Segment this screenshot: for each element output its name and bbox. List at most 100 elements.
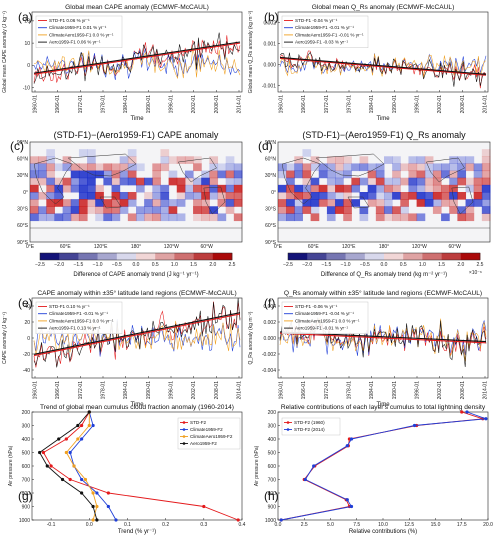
map-cell: [160, 184, 170, 193]
map-cell: [209, 170, 219, 179]
map-cell: [343, 156, 352, 164]
map-cell: [201, 213, 210, 222]
map-cell: [46, 192, 55, 200]
map-cell: [144, 177, 153, 186]
map-cell: [278, 213, 287, 222]
xtick-label: 1978-01: [101, 381, 107, 400]
ytick-label: 200: [268, 410, 277, 416]
map-cell: [38, 170, 47, 179]
map-cell: [473, 170, 483, 179]
map-cell: [168, 213, 178, 222]
panel-h-ylabel: Air pressure (hPa): [254, 445, 260, 486]
map-cell: [367, 163, 377, 172]
panel-a-xlabel: Time: [130, 116, 144, 122]
ytick-label: 800: [22, 491, 31, 497]
panel-f-title: Q_Rs anomaly within ±35° latitude land r…: [284, 289, 482, 297]
map-cell: [465, 213, 475, 222]
colorbar-segment: [59, 253, 79, 260]
map-cell: [103, 213, 113, 222]
map-cell: [481, 192, 491, 200]
lon-label: 60°W: [201, 244, 214, 250]
legend-marker: [182, 442, 186, 445]
map-cell: [424, 192, 434, 200]
colorbar-tick: −0.5: [112, 262, 122, 268]
panel-f-ylabel: Q_Rs anomaly (kg m⁻²): [248, 311, 254, 364]
map-cell: [78, 213, 88, 222]
colorbar-tick: −2.5: [283, 262, 293, 268]
xtick-label: 2002-01: [191, 95, 197, 114]
map-cell: [127, 213, 137, 222]
map-cell: [87, 170, 96, 179]
xtick-label: 2014-01: [483, 381, 489, 400]
xtick-label: 2014-01: [483, 95, 489, 114]
panel-h-label: (h): [264, 489, 279, 503]
map-cell: [310, 156, 320, 164]
map-cell: [481, 170, 491, 179]
lon-label: 0°E: [26, 244, 35, 250]
map-cell: [302, 199, 312, 207]
map-cell: [416, 163, 426, 172]
map-cell: [176, 192, 186, 200]
colorbar-tick: −2.5: [35, 262, 45, 268]
ytick-label: -0.004: [262, 368, 276, 374]
map-cell: [233, 170, 243, 179]
colorbar-segment: [345, 253, 366, 260]
panel-g-ylabel: Air pressure (hPa): [8, 445, 14, 486]
lat-label: 90°N: [17, 140, 29, 146]
legend-entry: Climate1959-F2: [190, 427, 223, 432]
xtick-label: 1966-01: [55, 381, 61, 400]
map-cell: [465, 177, 475, 186]
map-cell: [184, 170, 194, 179]
map-cell: [225, 156, 235, 164]
profile-point: [49, 464, 53, 468]
map-cell: [127, 177, 137, 186]
xtick-label: 2008-01: [460, 95, 466, 114]
map-cell: [119, 163, 129, 172]
map-cell: [233, 163, 243, 172]
colorbar-tick: 0.5: [152, 262, 159, 268]
ytick-label: 900: [22, 504, 31, 510]
map-cell: [367, 184, 377, 193]
map-cell: [30, 184, 39, 193]
map-cell: [441, 192, 450, 200]
map-cell: [392, 170, 401, 179]
trend-line: [33, 41, 241, 74]
map-cell: [70, 177, 80, 186]
map-cell: [78, 163, 88, 172]
map-cell: [160, 192, 170, 200]
map-cell: [136, 213, 145, 222]
lon-label: 180°: [131, 244, 141, 250]
lon-label: 120°E: [342, 244, 356, 250]
map-cell: [326, 184, 336, 193]
map-cell: [70, 170, 80, 179]
xtick-label: 1960-01: [279, 95, 285, 114]
profile-point: [345, 498, 349, 502]
map-cell: [209, 163, 219, 172]
lon-label: 120°W: [164, 244, 179, 250]
map-cell: [95, 192, 104, 200]
legend-entry: ClimateAero1959-F1 0.0 % yr⁻¹: [295, 318, 360, 323]
map-cell: [481, 156, 491, 164]
profile-point: [484, 417, 488, 421]
colorbar-frame: [39, 252, 233, 261]
profile-point: [91, 504, 95, 509]
panel-f-xlabel: Time: [376, 402, 390, 408]
map-cell: [294, 213, 303, 222]
profile-point: [64, 437, 68, 441]
map-cell: [160, 149, 170, 157]
legend-entry: Aero1959-F1 0.13 % yr⁻¹: [49, 326, 101, 331]
continent-outline: [451, 186, 474, 215]
trend-line: [33, 313, 241, 357]
profile-point: [312, 464, 316, 468]
map-cell: [233, 177, 243, 186]
map-cell: [62, 206, 72, 214]
map-cell: [136, 184, 145, 193]
lat-label: 90°S: [265, 240, 277, 246]
map-cell: [54, 192, 64, 200]
map-cell: [424, 163, 434, 172]
map-cell: [119, 199, 129, 207]
continent-outline: [281, 157, 321, 205]
map-cell: [78, 177, 88, 186]
colorbar-tick: −1.0: [93, 262, 103, 268]
map-cell: [87, 156, 96, 164]
